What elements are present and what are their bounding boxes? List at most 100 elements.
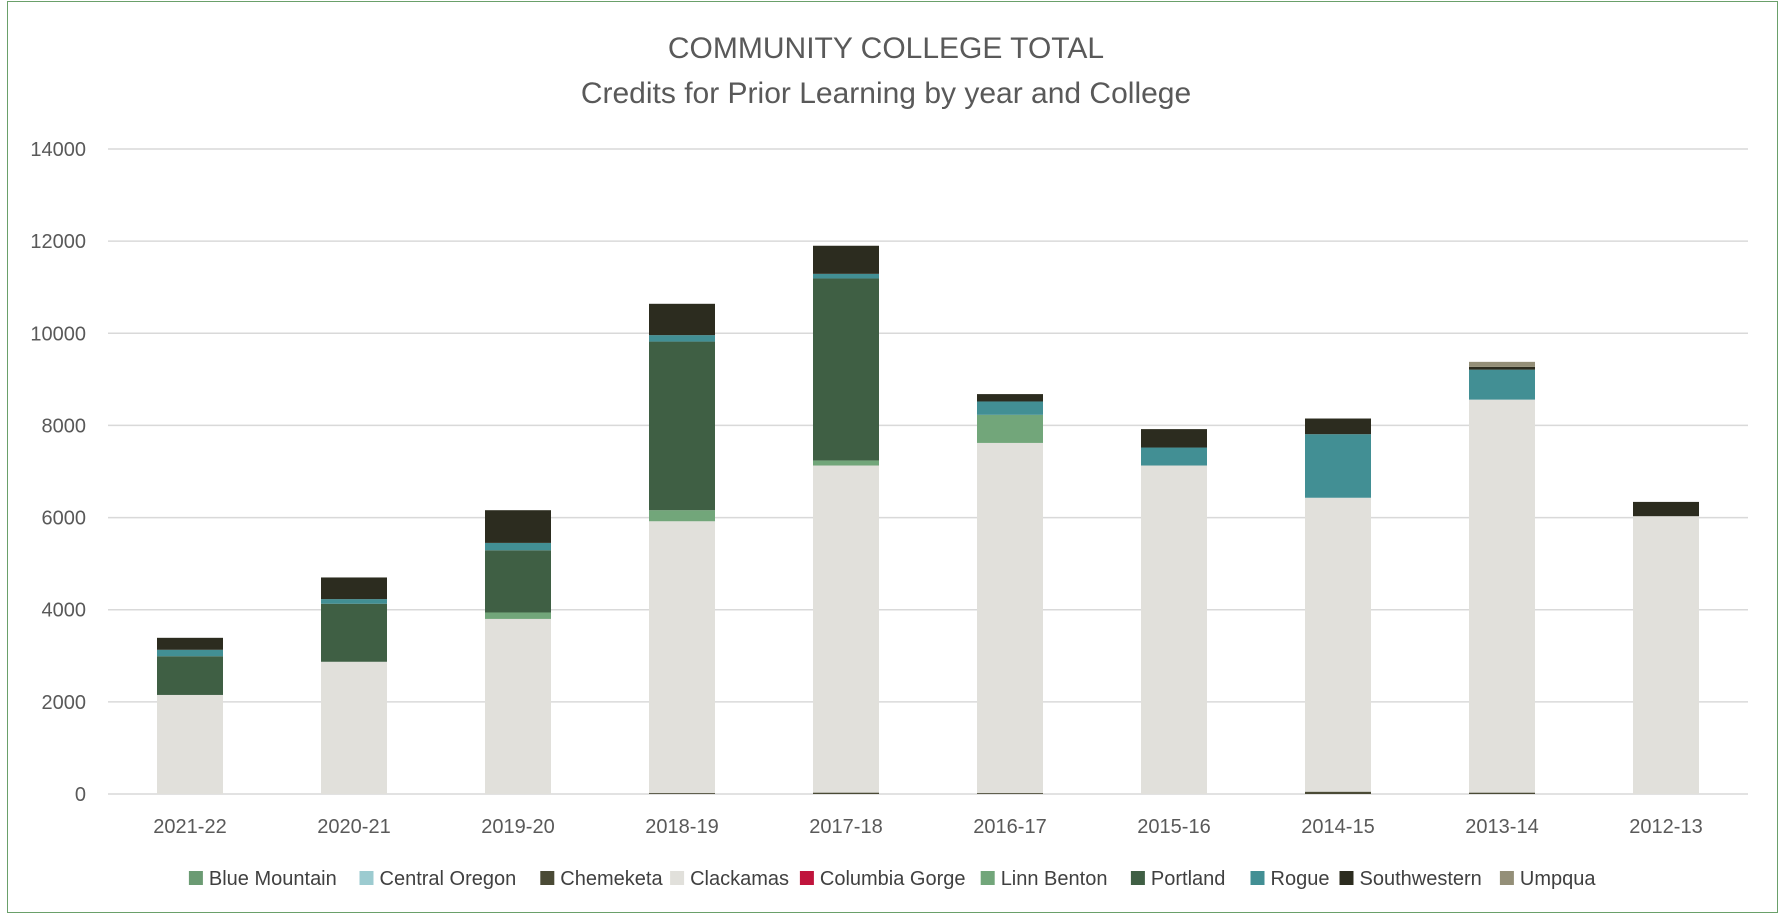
bar-segment (321, 577, 387, 600)
y-tick-label: 2000 (42, 692, 87, 714)
bar-segment (321, 661, 387, 794)
bar-segment (485, 550, 551, 613)
bar-segment (1305, 791, 1371, 794)
bar-segment (157, 637, 223, 650)
legend-label: Linn Benton (1001, 868, 1108, 890)
legend-swatch (1250, 871, 1265, 885)
x-tick-label: 2020-21 (317, 816, 390, 838)
bar-segment (157, 649, 223, 657)
chart-canvas: COMMUNITY COLLEGE TOTAL Credits for Prio… (30, 32, 1748, 890)
bar-segment (649, 341, 715, 511)
bars (157, 245, 1699, 794)
legend-item: Clackamas (670, 868, 789, 890)
bar-segment (813, 460, 879, 466)
bar-segment (1469, 366, 1535, 370)
bar-segment (1305, 497, 1371, 792)
legend-item: Linn Benton (980, 868, 1108, 890)
bar-segment (649, 510, 715, 522)
legend-item: Chemeketa (540, 868, 663, 890)
bar-segment (977, 442, 1043, 794)
legend-item: Portland (1130, 868, 1226, 890)
legend-label: Columbia Gorge (820, 868, 966, 890)
bar-segment (649, 521, 715, 794)
legend-item: Southwestern (1339, 868, 1482, 890)
y-tick-label: 12000 (30, 231, 86, 253)
chart-frame: COMMUNITY COLLEGE TOTAL Credits for Prio… (7, 1, 1778, 913)
y-tick-label: 10000 (30, 323, 86, 345)
bar-segment (485, 510, 551, 543)
bar-segment (1141, 447, 1207, 466)
bar-segment (1141, 429, 1207, 448)
legend: Blue Mountain Central Oregon Chemeketa Clac… (188, 868, 1596, 890)
chart-title: COMMUNITY COLLEGE TOTAL (668, 32, 1104, 65)
bar-segment (813, 465, 879, 793)
legend-label: Rogue (1271, 868, 1330, 890)
bar-segment (977, 793, 1043, 794)
y-tick-label: 6000 (42, 508, 87, 530)
bar-segment (321, 603, 387, 662)
bar-segment (977, 414, 1043, 443)
bar-segment (1305, 434, 1371, 498)
legend-swatch (1339, 871, 1354, 885)
y-axis-ticks: 0 2000 4000 6000 8000 10000 12000 14000 (30, 139, 86, 806)
legend-label: Central Oregon (380, 868, 517, 890)
x-tick-label: 2021-22 (153, 816, 226, 838)
legend-item: Blue Mountain (188, 868, 337, 890)
bar-segment (1469, 369, 1535, 400)
legend-swatch (188, 871, 203, 885)
bar-segment (157, 694, 223, 794)
legend-label: Southwestern (1360, 868, 1482, 890)
y-tick-label: 14000 (30, 139, 86, 161)
legend-label: Clackamas (690, 868, 789, 890)
x-tick-label: 2016-17 (973, 816, 1046, 838)
bar-segment (649, 335, 715, 342)
x-tick-label: 2013-14 (1465, 816, 1538, 838)
bar-segment (813, 273, 879, 279)
x-tick-label: 2018-19 (645, 816, 718, 838)
x-tick-label: 2015-16 (1137, 816, 1210, 838)
bar-segment (1141, 465, 1207, 794)
bar-segment (321, 599, 387, 604)
bar-segment (1469, 361, 1535, 367)
bar-segment (1633, 501, 1699, 517)
y-tick-label: 0 (75, 784, 86, 806)
bar-segment (1469, 792, 1535, 794)
y-tick-label: 8000 (42, 415, 87, 437)
x-tick-label: 2019-20 (481, 816, 554, 838)
bar-segment (813, 245, 879, 274)
bar-segment (977, 401, 1043, 415)
bar-segment (813, 278, 879, 461)
legend-swatch (799, 871, 814, 885)
legend-swatch (359, 871, 374, 885)
x-tick-label: 2014-15 (1301, 816, 1374, 838)
legend-swatch (980, 871, 995, 885)
bar-segment (649, 793, 715, 794)
legend-label: Chemeketa (560, 868, 663, 890)
bar-segment (1469, 399, 1535, 793)
legend-swatch (670, 871, 685, 885)
bar-segment (485, 612, 551, 619)
x-axis-ticks: 2021-22 2020-21 2019-20 2018-19 2017-18 2016-… (153, 816, 1702, 838)
legend-label: Umpqua (1520, 868, 1596, 890)
legend-item: Umpqua (1499, 868, 1596, 890)
y-tick-label: 4000 (42, 600, 87, 622)
bar-segment (1633, 516, 1699, 794)
bar-segment (485, 618, 551, 794)
legend-item: Columbia Gorge (799, 868, 966, 890)
chart-subtitle: Credits for Prior Learning by year and C… (581, 77, 1191, 110)
legend-label: Blue Mountain (209, 868, 337, 890)
bar-segment (485, 542, 551, 551)
x-tick-label: 2017-18 (809, 816, 882, 838)
legend-swatch (540, 871, 555, 885)
legend-swatch (1130, 871, 1145, 885)
bar-segment (649, 303, 715, 336)
bar-segment (1305, 418, 1371, 435)
legend-item: Rogue (1250, 868, 1330, 890)
bar-segment (977, 394, 1043, 402)
legend-item: Central Oregon (359, 868, 517, 890)
bar-segment (813, 792, 879, 794)
legend-swatch (1499, 871, 1514, 885)
bar-segment (157, 656, 223, 695)
legend-label: Portland (1151, 868, 1226, 890)
x-tick-label: 2012-13 (1629, 816, 1702, 838)
